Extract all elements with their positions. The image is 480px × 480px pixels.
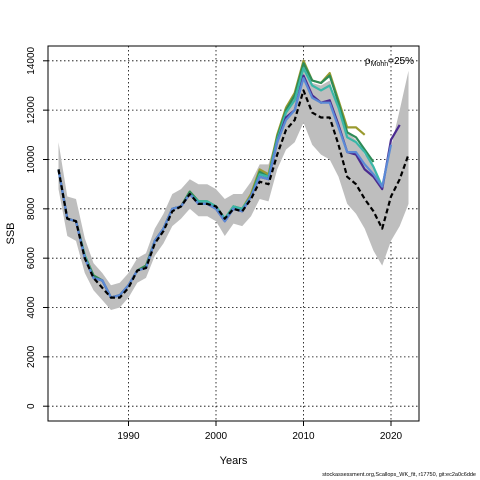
rho-subscript: Mohn <box>371 61 389 68</box>
y-axis-label: SSB <box>5 222 17 244</box>
y-tick-label: 6000 <box>26 247 37 270</box>
y-tick-label: 4000 <box>26 296 37 319</box>
series-lines <box>57 59 410 299</box>
axes: 1990 2000 2010 2020 0 2000 4000 6000 8000 10000 12… <box>26 46 403 442</box>
y-tick-label: 8000 <box>26 197 37 220</box>
x-tick-label: 2000 <box>205 431 228 442</box>
x-tick-label: 2010 <box>292 431 315 442</box>
rho-value: =25% <box>388 56 414 67</box>
footer-source: stockassessment.org,Scallops_WK_fit, r17… <box>322 472 476 478</box>
grid-lines <box>48 46 419 421</box>
x-tick-label: 1990 <box>117 431 140 442</box>
y-tick-label: 2000 <box>26 345 37 368</box>
y-tick-label: 10000 <box>26 145 37 173</box>
confidence-band <box>58 58 409 310</box>
series-line-0 <box>57 89 410 299</box>
y-tick-label: 12000 <box>26 96 37 124</box>
x-tick-label: 2020 <box>380 431 403 442</box>
plot-frame <box>47 45 420 422</box>
y-tick-label: 0 <box>26 403 37 409</box>
y-tick-label: 14000 <box>26 46 37 74</box>
rho-symbol: ρ <box>365 56 371 67</box>
mohn-rho-annotation: ρMohn=25% <box>365 56 414 68</box>
x-axis-label: Years <box>220 455 248 467</box>
